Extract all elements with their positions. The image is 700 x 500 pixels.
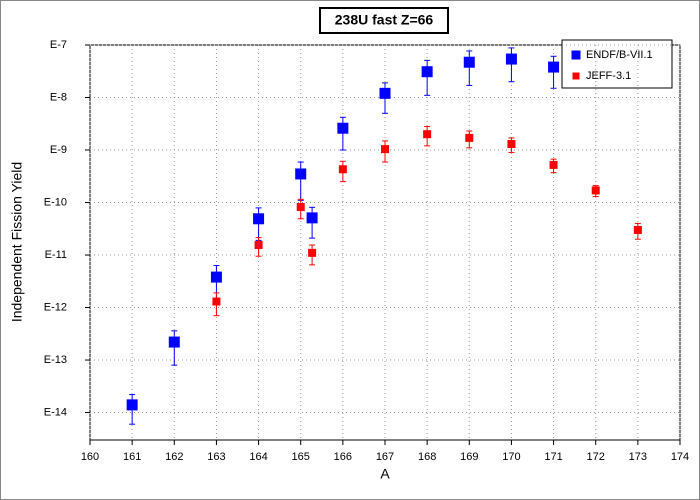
- y-tick-label: E-12: [44, 301, 67, 313]
- point: [126, 399, 138, 411]
- point: [212, 297, 221, 306]
- point: [421, 66, 433, 78]
- x-tick-label: 174: [671, 451, 689, 463]
- point: [463, 56, 475, 68]
- point: [549, 160, 558, 169]
- x-tick-label: 161: [123, 451, 141, 463]
- y-axis-label: Independent Fission Yield: [9, 162, 25, 322]
- x-tick-label: 171: [544, 451, 562, 463]
- point: [379, 87, 391, 99]
- point: [210, 271, 222, 283]
- y-tick-label: E-10: [44, 196, 67, 208]
- point: [254, 241, 263, 250]
- y-tick-label: E-13: [44, 354, 67, 366]
- point: [505, 53, 517, 65]
- x-tick-label: 173: [629, 451, 647, 463]
- chart-title: 238U fast Z=66: [335, 12, 434, 28]
- x-tick-label: 160: [81, 451, 99, 463]
- x-tick-label: 170: [502, 451, 520, 463]
- point: [295, 168, 307, 180]
- x-tick-label: 172: [587, 451, 605, 463]
- legend-label: JEFF-3.1: [586, 70, 631, 82]
- y-tick-label: E-8: [50, 91, 67, 103]
- x-tick-label: 169: [460, 451, 478, 463]
- title-box: [319, 7, 449, 34]
- point: [168, 336, 180, 348]
- point: [381, 145, 389, 154]
- x-tick-label: 162: [165, 451, 183, 463]
- legend-label: ENDF/B-VII.1: [586, 49, 653, 61]
- x-tick-label: 167: [376, 451, 394, 463]
- point: [296, 203, 305, 212]
- point: [548, 61, 560, 73]
- y-tick-label: E-14: [44, 406, 67, 418]
- legend-swatch: [571, 50, 581, 60]
- legend-swatch: [572, 72, 580, 80]
- x-axis-label: A: [380, 466, 390, 482]
- x-tick-label: 164: [249, 451, 267, 463]
- point: [306, 212, 318, 224]
- point: [507, 140, 516, 149]
- legend-box: [561, 39, 673, 89]
- x-tick-label: 166: [334, 451, 352, 463]
- x-tick-label: 163: [207, 451, 225, 463]
- y-tick-label: E-7: [50, 39, 67, 51]
- point: [423, 130, 432, 139]
- y-tick-label: E-9: [50, 144, 67, 156]
- x-tick-label: 168: [418, 451, 436, 463]
- y-tick-label: E-11: [45, 249, 67, 261]
- point: [337, 122, 349, 134]
- point: [253, 213, 265, 225]
- point: [633, 225, 642, 234]
- point: [308, 248, 317, 257]
- point: [465, 133, 474, 142]
- x-tick-label: 165: [292, 451, 310, 463]
- point: [338, 165, 347, 174]
- point: [591, 186, 600, 195]
